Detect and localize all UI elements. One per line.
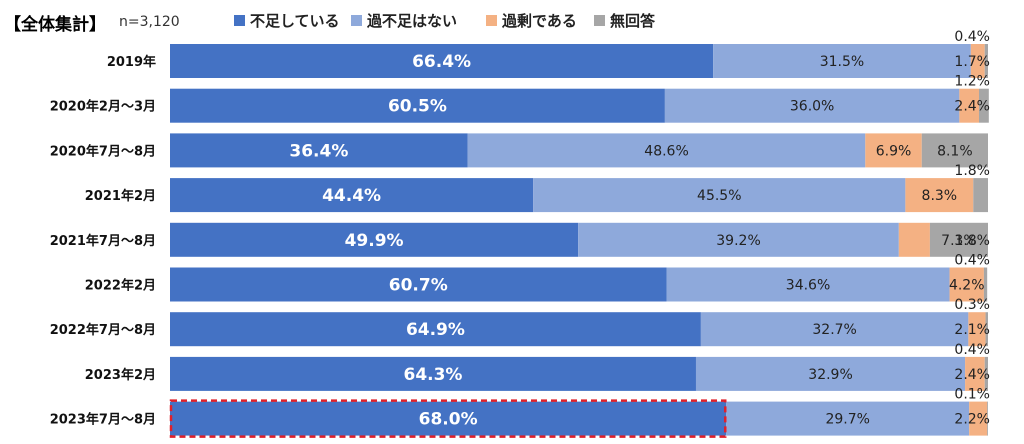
sample-size: n=3,120	[119, 14, 180, 30]
bar-segment-shortage	[170, 401, 727, 436]
data-label-no-answer: 1.8%	[954, 163, 990, 179]
bar-segment-shortage	[170, 222, 579, 257]
bar-segment-not-shortage	[578, 222, 899, 257]
data-label-no-answer: 0.3%	[954, 297, 990, 313]
legend-item-no-answer: 無回答	[594, 10, 655, 31]
data-label-not-shortage: 39.2%	[716, 233, 760, 249]
data-label-shortage: 66.4%	[412, 52, 471, 72]
bar-segment-no-answer	[984, 356, 988, 391]
legend-item-surplus: 過剰である	[486, 10, 577, 31]
category-label: 2020年2月～3月	[50, 99, 156, 115]
bar-segment-not-shortage	[666, 267, 950, 302]
bar-segment-not-shortage	[713, 44, 971, 78]
data-label-shortage: 64.3%	[403, 365, 462, 385]
bar-segment-no-answer	[983, 267, 988, 302]
data-label-no-answer: 0.4%	[954, 29, 990, 45]
legend-swatch-no-answer	[594, 15, 605, 26]
bar-segment-shortage	[170, 356, 696, 391]
data-label-surplus: 4.2%	[949, 278, 985, 294]
bar-segment-not-shortage	[726, 401, 970, 436]
bar-segment-surplus	[865, 133, 922, 168]
legend-swatch-shortage	[234, 15, 245, 26]
bar-segment-surplus	[965, 356, 985, 391]
data-label-shortage: 44.4%	[322, 186, 381, 206]
data-label-no-answer: 0.4%	[954, 342, 990, 358]
bar-segment-not-shortage	[467, 133, 866, 168]
data-label-not-shortage: 32.9%	[808, 367, 852, 383]
category-label: 2019年	[107, 54, 156, 70]
data-label-surplus: 2.4%	[954, 99, 990, 115]
data-label-shortage: 36.4%	[289, 141, 348, 161]
bar-segment-shortage	[170, 178, 534, 213]
data-label-surplus: 3.8%	[954, 233, 990, 249]
bar-segment-surplus	[968, 312, 986, 347]
data-label-shortage: 60.7%	[389, 276, 448, 296]
legend-swatch-not-shortage	[351, 15, 362, 26]
data-label-no-answer: 0.4%	[954, 253, 990, 269]
category-label: 2023年2月	[85, 367, 156, 383]
data-label-not-shortage: 29.7%	[825, 412, 869, 428]
category-label: 2021年7月～8月	[50, 233, 156, 249]
bar-segment-not-shortage	[695, 356, 966, 391]
bar-segment-no-answer	[984, 44, 988, 78]
data-label-no-answer: 1.2%	[954, 74, 990, 90]
legend-item-shortage: 不足している	[234, 10, 340, 31]
bar-segment-shortage	[170, 44, 714, 78]
category-label: 2023年7月～8月	[50, 412, 156, 428]
data-label-surplus: 8.3%	[922, 188, 958, 204]
legend-label-shortage: 不足している	[250, 12, 340, 30]
bar-segment-no-answer	[985, 312, 988, 347]
data-label-shortage: 68.0%	[419, 410, 478, 430]
bar-segment-shortage	[170, 88, 665, 123]
bar-segment-shortage	[170, 312, 701, 347]
data-label-surplus: 2.2%	[954, 412, 990, 428]
legend-swatch-surplus	[486, 15, 497, 26]
data-label-no-answer: 0.1%	[954, 387, 990, 403]
data-label-not-shortage: 48.6%	[644, 143, 688, 159]
data-label-not-shortage: 31.5%	[820, 54, 864, 70]
bar-segment-surplus	[949, 267, 984, 302]
bar-segment-surplus	[898, 222, 930, 257]
bar-segment-no-answer	[929, 222, 988, 257]
bar-segment-surplus	[905, 178, 974, 213]
legend-label-not-shortage: 過不足はない	[367, 12, 458, 30]
data-label-not-shortage: 32.7%	[812, 322, 856, 338]
chart-title: 【全体集計】	[4, 15, 106, 35]
category-label: 2020年7月～8月	[50, 143, 156, 159]
data-label-shortage: 64.9%	[406, 320, 465, 340]
data-label-surplus: 6.9%	[876, 143, 912, 159]
data-label-not-shortage: 34.6%	[786, 278, 830, 294]
data-label-no-answer: 8.1%	[937, 143, 973, 159]
bar-segment-no-answer	[973, 178, 988, 213]
bar-segment-not-shortage	[533, 178, 906, 213]
category-label: 2021年2月	[85, 188, 156, 204]
data-label-surplus: 2.4%	[954, 367, 990, 383]
data-label-shortage: 60.5%	[388, 97, 447, 117]
data-label-not-shortage: 45.5%	[697, 188, 741, 204]
bar-segment-not-shortage	[700, 312, 969, 347]
highlight-box	[169, 399, 727, 438]
bar-segment-surplus	[959, 88, 980, 123]
data-label-shortage: 49.9%	[345, 231, 404, 251]
category-label: 2022年7月～8月	[50, 322, 156, 338]
data-label-surplus: 1.7%	[954, 54, 990, 70]
data-label-not-shortage: 36.0%	[790, 99, 834, 115]
legend-label-surplus: 過剰である	[502, 12, 577, 30]
legend-item-not-shortage: 過不足はない	[351, 10, 457, 31]
bar-segment-surplus	[969, 401, 988, 436]
bar-segment-no-answer	[921, 133, 988, 168]
bar-segment-not-shortage	[664, 88, 960, 123]
legend-label-no-answer: 無回答	[610, 12, 656, 30]
bar-segment-shortage	[170, 133, 468, 168]
data-label-no-answer: 7.1%	[941, 233, 977, 249]
category-label: 2022年2月	[85, 278, 156, 294]
data-label-surplus: 2.1%	[954, 322, 990, 338]
bar-segment-no-answer	[979, 88, 989, 123]
bar-segment-shortage	[170, 267, 667, 302]
bar-segment-surplus	[970, 44, 985, 78]
bar-segment-no-answer	[987, 401, 988, 436]
